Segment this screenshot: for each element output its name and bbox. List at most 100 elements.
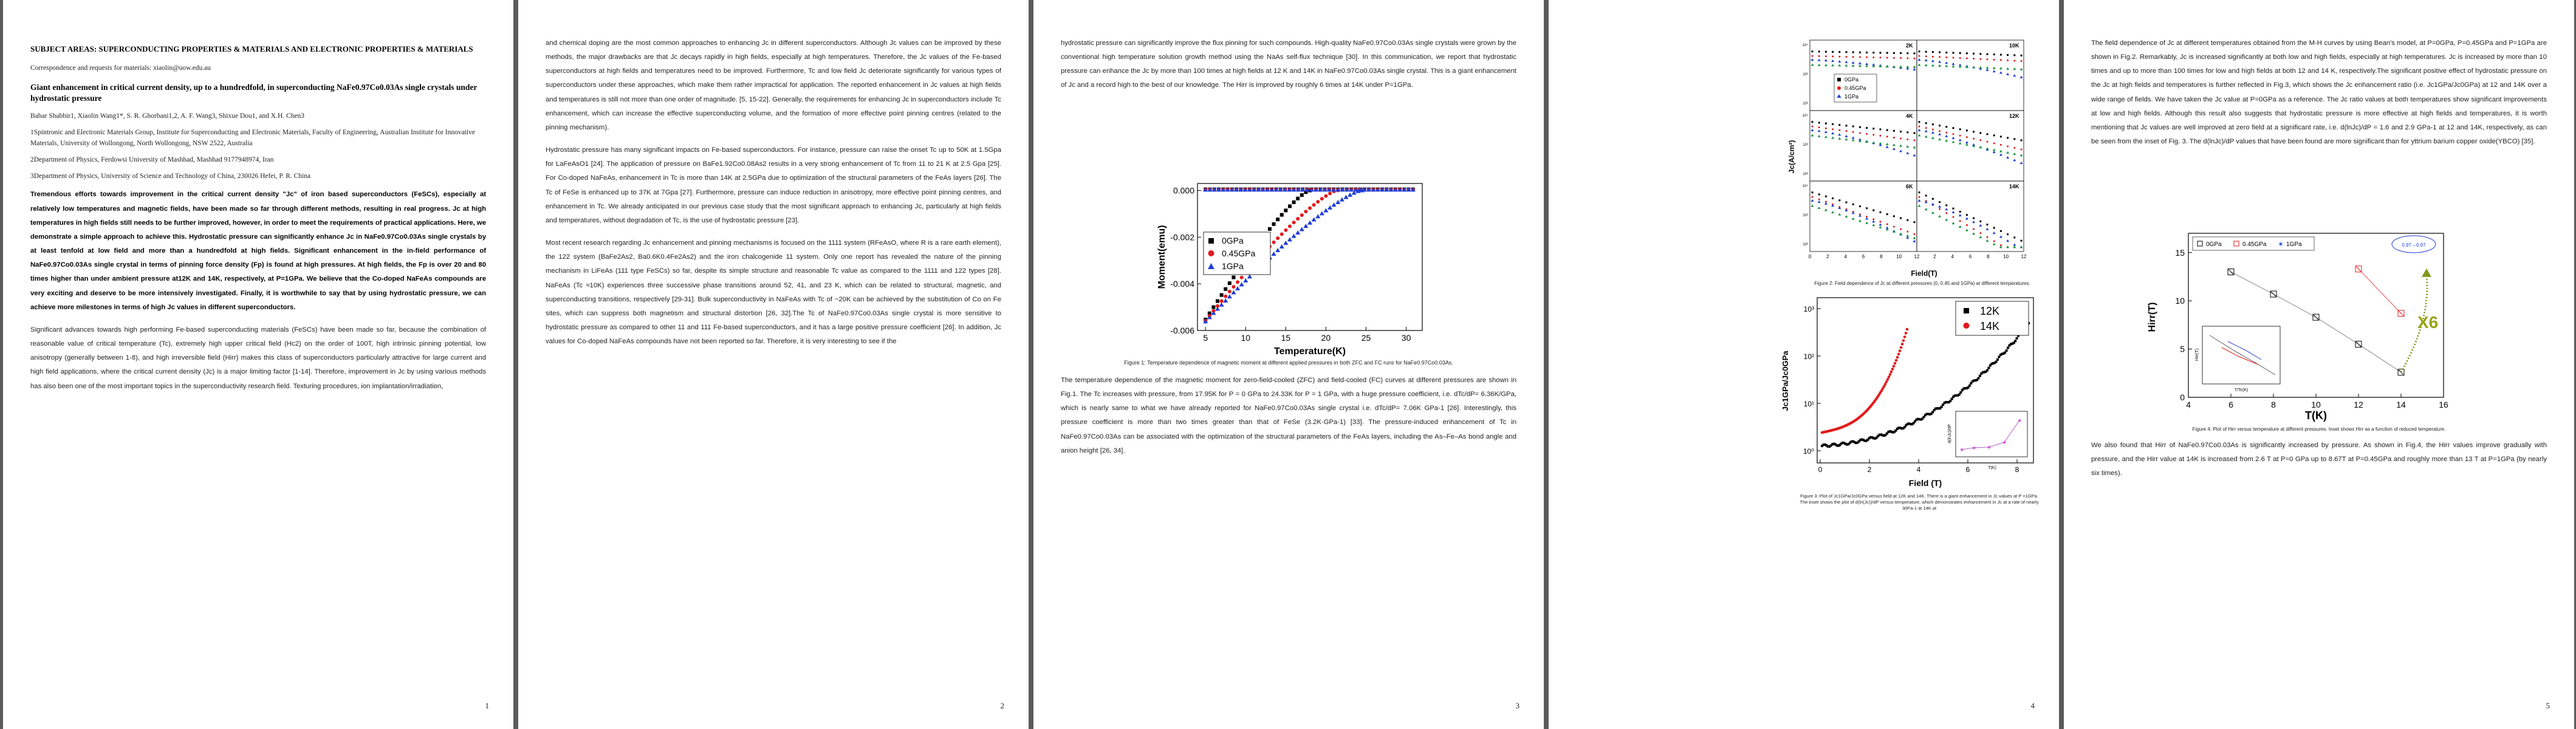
subject-areas: SUBJECT AREAS: SUPERCONDUCTING PROPERTIE… xyxy=(30,44,473,53)
x-tick-label: 8 xyxy=(2015,465,2019,474)
data-point xyxy=(1899,144,1903,147)
data-point xyxy=(1999,143,2002,146)
data-point xyxy=(1824,131,1828,134)
data-point xyxy=(1818,55,1820,57)
y-tick-label: 10³ xyxy=(1803,143,1808,147)
data-point xyxy=(1384,187,1389,192)
data-point xyxy=(1939,125,1941,127)
data-point xyxy=(1355,188,1361,193)
x-tick-label: 16 xyxy=(2439,400,2448,409)
data-point xyxy=(1211,187,1217,192)
data-point xyxy=(1271,251,1276,256)
data-point xyxy=(1914,420,1916,423)
data-point xyxy=(1986,369,1989,372)
y-tick-label: -0.004 xyxy=(1170,279,1194,289)
data-point xyxy=(1906,236,1910,239)
panel-label: 6K xyxy=(1906,183,1913,190)
data-point xyxy=(1335,187,1341,192)
data-point xyxy=(1845,138,1848,141)
data-point xyxy=(1879,221,1882,223)
data-point xyxy=(2006,245,2010,248)
data-point xyxy=(1234,187,1239,192)
data-point xyxy=(1897,352,1900,356)
figure-4-legend: 0GPa 0.45GPa ✶ 1GPa xyxy=(2192,236,2315,251)
body-paragraph: Most recent research regarding Jc enhanc… xyxy=(546,239,1001,346)
data-point xyxy=(1924,129,1928,132)
x-tick-label: 14 xyxy=(2396,400,2406,409)
data-point xyxy=(1866,56,1868,58)
data-point xyxy=(1972,221,1976,224)
data-point xyxy=(1353,187,1358,192)
data-point xyxy=(1930,412,1933,416)
x-tick-label: 10 xyxy=(1896,254,1902,259)
data-point xyxy=(1918,418,1921,421)
data-point-cross xyxy=(2228,269,2234,275)
data-point xyxy=(2002,352,2005,355)
data-point xyxy=(1917,129,1921,131)
page-5: The field dependence of Jc at different … xyxy=(2064,0,2574,729)
y-tick-label: 10² xyxy=(1803,173,1808,176)
data-point xyxy=(1832,55,1834,58)
data-point xyxy=(1211,310,1216,315)
data-point xyxy=(1918,50,1920,53)
inset-y-label: Hirr(T) xyxy=(2195,349,2199,361)
data-point xyxy=(1883,434,1885,437)
data-point xyxy=(2013,54,2016,56)
data-point xyxy=(1843,442,1846,445)
data-point xyxy=(1919,418,1922,421)
x-tick-label: 2 xyxy=(1933,254,1936,259)
data-point xyxy=(1939,201,1941,204)
figure-1-caption: Figure 1: Temperature dependence of magn… xyxy=(1124,360,1453,366)
page-number: 1 xyxy=(485,701,490,710)
data-point xyxy=(1893,129,1895,132)
data-point xyxy=(1866,438,1869,441)
data-point xyxy=(1858,214,1862,217)
data-point xyxy=(1296,217,1300,221)
data-point xyxy=(1893,56,1895,59)
legend-label: 0GPa xyxy=(1222,236,1244,245)
data-point xyxy=(1872,63,1875,66)
data-point xyxy=(1866,132,1868,135)
data-point xyxy=(1838,60,1841,63)
data-point xyxy=(1972,144,1976,147)
data-point xyxy=(1917,134,1921,137)
data-point xyxy=(1863,439,1866,442)
data-point xyxy=(2013,60,2016,62)
data-point xyxy=(1852,131,1854,133)
svg-text:✶: ✶ xyxy=(1987,445,1992,451)
data-point xyxy=(1264,187,1270,192)
body-paragraph: Hydrostatic pressure has many significan… xyxy=(546,146,1001,224)
data-point xyxy=(1224,294,1228,298)
data-point xyxy=(1359,188,1365,193)
data-point xyxy=(2008,344,2011,347)
data-point xyxy=(1918,121,1920,123)
data-point xyxy=(1858,61,1862,64)
data-point xyxy=(1899,346,1903,349)
data-point xyxy=(2227,269,2235,276)
data-point xyxy=(1993,58,1995,61)
data-point xyxy=(1284,208,1288,213)
data-point xyxy=(1965,57,1968,60)
data-point xyxy=(2019,154,2023,157)
data-point xyxy=(1999,149,2002,152)
data-point xyxy=(2007,137,2009,139)
y-axis-label: Jc(A/cm²) xyxy=(1787,140,1796,174)
data-point xyxy=(1999,245,2002,248)
data-point xyxy=(1838,443,1841,447)
data-point xyxy=(1879,211,1882,213)
data-point xyxy=(1838,133,1841,136)
data-point xyxy=(1931,136,1934,139)
data-point xyxy=(1918,125,1920,128)
data-point xyxy=(1825,444,1828,447)
data-point xyxy=(2019,245,2023,248)
legend-label: 1GPa xyxy=(1845,94,1858,100)
data-point xyxy=(1906,219,1909,221)
data-point xyxy=(1845,134,1848,137)
data-point xyxy=(1973,52,1975,55)
data-point xyxy=(1931,128,1934,131)
data-point xyxy=(1292,200,1296,204)
data-point xyxy=(1894,358,1898,362)
data-point xyxy=(1938,132,1942,135)
page-number: 4 xyxy=(2030,701,2035,710)
data-point xyxy=(1900,131,1902,133)
